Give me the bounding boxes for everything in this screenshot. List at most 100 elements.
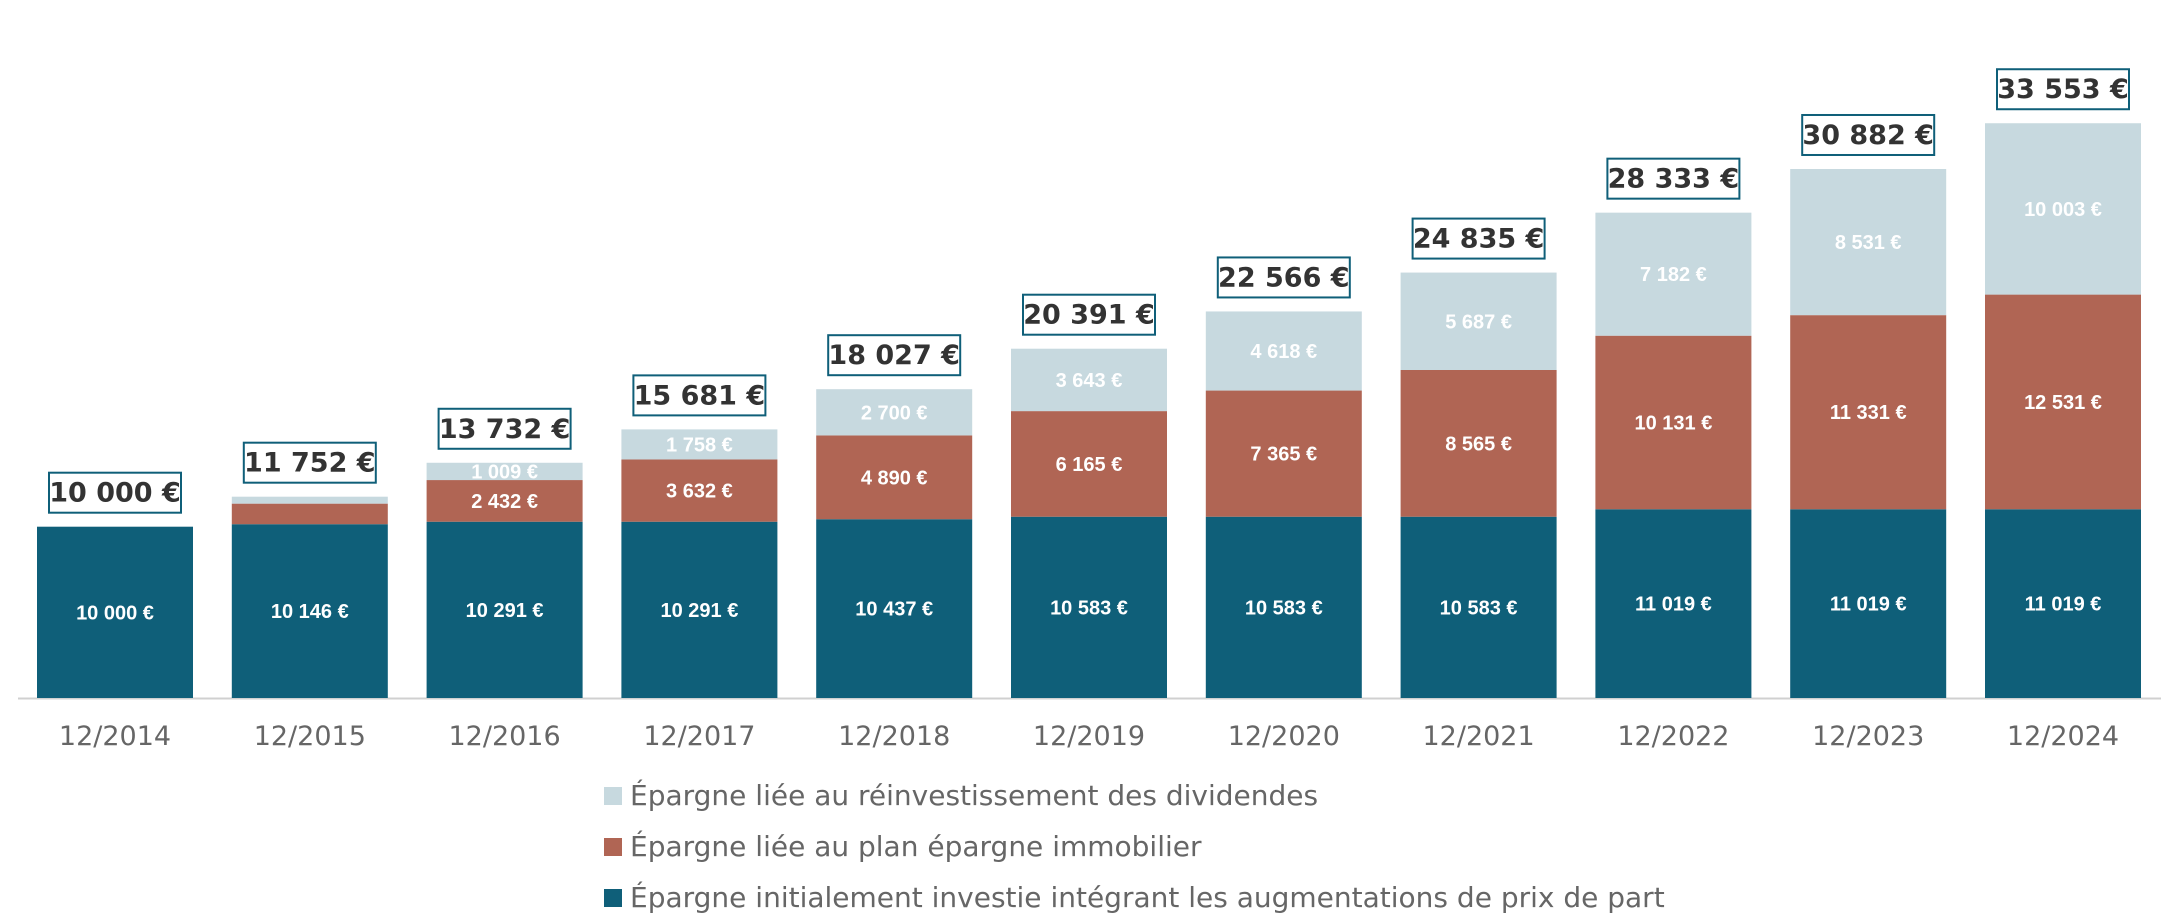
total-label-box: [1606, 157, 1741, 200]
bar-segment-0-10: [1985, 509, 2141, 698]
total-label: 13 732 €: [439, 414, 571, 445]
total-label-box: [827, 334, 962, 377]
bar-segment-0-4: [816, 519, 973, 698]
bar-value-label: 8 531 €: [1835, 232, 1902, 254]
x-tick-label: 12/2017: [643, 721, 755, 752]
bar-segment-2-9: [1790, 169, 1947, 316]
bar-value-label: 7 365 €: [1250, 444, 1317, 466]
stacked-bar-chart: 10 000 € 10 000 € 12/2014 10 146 € 11 752 € 1…: [18, 68, 2161, 752]
total-label: 30 882 €: [1802, 120, 1934, 151]
bar-value-label: 6 165 €: [1056, 454, 1123, 476]
legend-item: Épargne liée au plan épargne immobilier: [604, 821, 1665, 872]
x-tick-label: 12/2016: [449, 721, 561, 752]
bar-segment-1-6: [1205, 390, 1362, 517]
legend: Épargne liée au réinvestissement des div…: [604, 770, 1665, 923]
legend-item: Épargne initialement investie intégrant …: [604, 872, 1665, 923]
bar-segment-2-2: [426, 462, 583, 481]
bar-segment-0-8: [1595, 509, 1752, 698]
total-label-box: [632, 374, 767, 417]
bar-value-label: 2 432 €: [471, 491, 538, 513]
bar-value-label: 5 687 €: [1445, 311, 1512, 333]
total-label: 11 752 €: [244, 448, 376, 479]
bar-segment-0-3: [621, 521, 778, 698]
bar-segment-0-7: [1400, 516, 1557, 698]
bar-segment-1-4: [816, 435, 973, 520]
total-label-box: [48, 471, 182, 514]
bar-segment-2-5: [1011, 348, 1167, 412]
bar-value-label: 10 000 €: [76, 602, 154, 624]
legend-label: Épargne liée au réinvestissement des div…: [630, 779, 1319, 812]
total-label-box: [437, 407, 572, 450]
bar-segment-2-8: [1595, 212, 1752, 336]
total-label: 20 391 €: [1023, 300, 1155, 331]
bar-value-label: 8 565 €: [1445, 433, 1512, 455]
bar-value-label: 10 131 €: [1634, 412, 1712, 434]
total-label-box: [1216, 256, 1351, 299]
bar-segment-1-3: [621, 459, 778, 522]
total-label: 18 027 €: [828, 340, 960, 371]
x-tick-label: 12/2015: [254, 721, 366, 752]
bar-value-label: 2 700 €: [861, 402, 928, 424]
bar-segment-1-2: [426, 480, 583, 522]
bar-value-label: 12 531 €: [2024, 392, 2102, 414]
bar-segment-2-7: [1400, 272, 1557, 370]
bar-segment-0-2: [426, 521, 583, 698]
bar-segment-2-3: [621, 429, 778, 460]
bar-value-label: 3 632 €: [666, 481, 733, 503]
bar-value-label: 10 291 €: [660, 600, 738, 622]
bar-value-label: 1 009 €: [471, 461, 538, 483]
total-label: 28 333 €: [1608, 164, 1740, 195]
total-label: 33 553 €: [1997, 74, 2129, 105]
total-label-box: [242, 441, 377, 484]
x-tick-label: 12/2019: [1033, 721, 1145, 752]
legend-label: Épargne liée au plan épargne immobilier: [630, 830, 1202, 863]
total-label: 10 000 €: [49, 478, 181, 509]
legend-label: Épargne initialement investie intégrant …: [630, 881, 1665, 914]
bar-segment-0-6: [1205, 516, 1362, 698]
bar-segment-0-0: [37, 526, 193, 698]
legend-swatch: [604, 888, 622, 907]
bar-segment-0-1: [231, 524, 388, 698]
legend-item: Épargne liée au réinvestissement des div…: [604, 770, 1665, 821]
bar-segment-2-10: [1985, 123, 2141, 295]
bar-segment-1-9: [1790, 315, 1947, 510]
bar-value-label: 10 437 €: [855, 599, 933, 621]
bar-segment-0-5: [1011, 516, 1167, 698]
bar-segment-2-6: [1205, 311, 1362, 391]
total-label: 24 835 €: [1413, 224, 1545, 255]
total-label: 22 566 €: [1218, 262, 1350, 293]
total-label: 15 681 €: [634, 380, 766, 411]
x-tick-label: 12/2018: [838, 721, 950, 752]
bar-value-label: 11 019 €: [1635, 594, 1712, 616]
bar-value-label: 11 331 €: [1830, 402, 1907, 424]
x-tick-label: 12/2021: [1423, 721, 1535, 752]
total-label-box: [1022, 293, 1156, 336]
bar-value-label: 10 146 €: [271, 601, 349, 623]
bar-value-label: 10 583 €: [1245, 597, 1323, 619]
bar-segment-1-5: [1011, 411, 1167, 517]
bar-segment-2-4: [816, 389, 973, 436]
bar-value-label: 7 182 €: [1640, 264, 1707, 286]
legend-swatch: [604, 837, 622, 856]
bar-value-label: 3 643 €: [1056, 370, 1123, 392]
bar-segment-1-7: [1400, 369, 1557, 517]
bar-value-label: 4 618 €: [1250, 341, 1317, 363]
bar-segment-2-1: [231, 496, 388, 504]
bar-segment-0-9: [1790, 509, 1947, 698]
bar-segment-1-1: [231, 503, 388, 525]
x-tick-label: 12/2020: [1228, 721, 1340, 752]
total-label-box: [1996, 68, 2130, 111]
x-tick-label: 12/2024: [2007, 721, 2119, 752]
bar-value-label: 4 890 €: [861, 467, 928, 489]
bar-value-label: 11 019 €: [1830, 594, 1907, 616]
x-tick-label: 12/2023: [1812, 721, 1924, 752]
bar-segment-1-8: [1595, 335, 1752, 510]
bar-segment-1-10: [1985, 294, 2141, 510]
total-label-box: [1411, 217, 1546, 260]
x-tick-label: 12/2022: [1617, 721, 1729, 752]
bar-value-label: 10 291 €: [466, 600, 544, 622]
legend-swatch: [604, 786, 622, 805]
bar-value-label: 11 019 €: [2025, 594, 2102, 616]
bar-value-label: 10 583 €: [1050, 597, 1128, 619]
bar-value-label: 1 758 €: [666, 434, 733, 456]
